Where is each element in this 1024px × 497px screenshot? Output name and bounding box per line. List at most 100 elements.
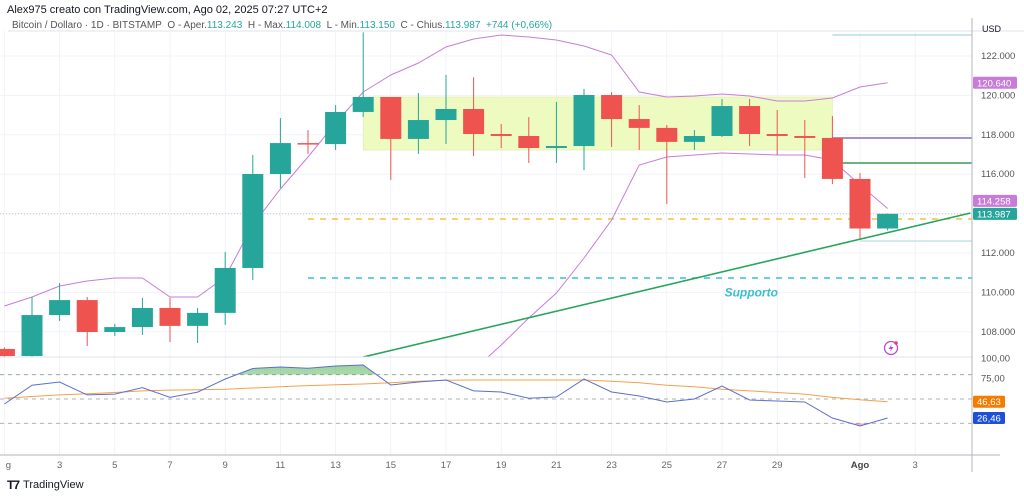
candle-body: [214, 267, 236, 313]
tradingview-logo[interactable]: T7 TradingView: [7, 478, 84, 492]
high-label: H - Max.: [247, 20, 286, 31]
candle-body: [463, 108, 485, 135]
price-tick-label: 110.000: [981, 287, 1015, 298]
rsi-value-label: 26,46: [977, 414, 1001, 425]
price-label-tag: [973, 194, 1017, 207]
candle-body: [656, 127, 678, 142]
candle-body: [104, 327, 126, 332]
time-tick-label: 3: [57, 460, 62, 471]
candle[interactable]: [352, 32, 374, 118]
candle[interactable]: [794, 120, 816, 178]
price-label: 120.640: [977, 78, 1011, 89]
candle[interactable]: [214, 252, 236, 325]
candle[interactable]: [76, 296, 98, 346]
candle[interactable]: [159, 297, 181, 343]
candle[interactable]: [463, 77, 485, 157]
support-annotation[interactable]: Supporto: [725, 285, 778, 299]
candle-body: [0, 348, 15, 357]
candle[interactable]: [739, 98, 761, 147]
candle[interactable]: [573, 88, 595, 171]
candle-body: [849, 178, 871, 229]
candle-body: [325, 111, 347, 145]
candle[interactable]: [380, 96, 402, 180]
support-trendline[interactable]: [363, 212, 971, 357]
candle[interactable]: [325, 105, 347, 150]
time-tick-label: 7: [167, 460, 172, 471]
rsi-value-label: 46,63: [977, 397, 1001, 408]
candle-body: [380, 96, 402, 139]
price-label: 113.987: [977, 209, 1011, 220]
candle[interactable]: [21, 296, 43, 357]
candle[interactable]: [518, 117, 540, 163]
time-tick-label: Ago: [851, 460, 870, 471]
time-tick-label: 21: [551, 460, 562, 471]
candle-body: [518, 135, 540, 148]
candle-body: [877, 213, 899, 229]
time-tick-label: 17: [441, 460, 452, 471]
time-tick-label: g: [6, 460, 11, 471]
symbol-name[interactable]: Bitcoin / Dollaro · 1D · BITSTAMP: [12, 20, 162, 31]
candle-body: [628, 119, 650, 128]
candle-body: [352, 96, 374, 112]
candle[interactable]: [49, 282, 71, 321]
price-label-tag: [973, 76, 1017, 89]
time-tick-label: 9: [223, 460, 228, 471]
candle[interactable]: [0, 347, 15, 358]
candle-body: [49, 300, 71, 316]
candle[interactable]: [297, 130, 319, 154]
author-line: Alex975 creato con TradingView.com, Ago …: [7, 4, 328, 16]
candle-body: [490, 134, 512, 136]
candle[interactable]: [435, 74, 457, 145]
candle-body: [711, 106, 733, 136]
candle[interactable]: [187, 307, 209, 344]
candle[interactable]: [683, 130, 705, 150]
candle[interactable]: [766, 109, 788, 155]
high-value: 114.008: [285, 20, 322, 31]
time-tick-label: 11: [275, 460, 285, 471]
rsi-tick-label: 75,00: [981, 374, 1005, 385]
price-tick-label: 116.000: [981, 169, 1015, 180]
price-label: 114.258: [977, 196, 1011, 207]
rsi-value-tag: [973, 412, 1005, 425]
main-pane[interactable]: Supporto: [0, 32, 972, 370]
candle[interactable]: [601, 92, 623, 148]
tradingview-logo-icon: T7: [7, 478, 20, 492]
candle-body: [159, 307, 181, 326]
rsi-pane[interactable]: [0, 364, 972, 427]
candle[interactable]: [269, 118, 291, 188]
time-tick-label: 3: [913, 460, 918, 471]
candle-body: [407, 120, 429, 139]
candle[interactable]: [545, 101, 567, 163]
currency-label: USD: [982, 24, 1002, 34]
candle-body: [269, 143, 291, 175]
candle-body: [739, 106, 761, 135]
candle[interactable]: [242, 154, 264, 280]
axes[interactable]: 122.000 120.000 118.000 116.000 112.000 110.0…: [6, 51, 1017, 471]
candle[interactable]: [821, 116, 843, 185]
change-value: +744 (+0,66%): [485, 20, 553, 31]
candle[interactable]: [407, 93, 429, 154]
candle-body: [297, 143, 319, 145]
rsi-line: [4, 364, 888, 427]
candle[interactable]: [131, 297, 153, 335]
low-label: L - Min.: [326, 20, 360, 31]
candle[interactable]: [656, 124, 678, 204]
time-tick-label: 29: [772, 460, 783, 471]
candle[interactable]: [490, 123, 512, 148]
bollinger-upper-band: [4, 34, 888, 307]
price-tick-label: 118.000: [981, 130, 1015, 141]
candle[interactable]: [628, 105, 650, 150]
candle[interactable]: [849, 173, 871, 240]
candle-body: [573, 95, 595, 147]
candle-body: [545, 146, 567, 148]
rsi-value-tag: [973, 395, 1005, 408]
candle-body: [766, 134, 788, 136]
bollinger-lower-band: [487, 152, 888, 357]
candle[interactable]: [711, 98, 733, 137]
lightning-alert-icon[interactable]: [883, 340, 899, 356]
candle[interactable]: [104, 323, 126, 336]
candle[interactable]: [877, 213, 899, 231]
low-value: 113.150: [359, 20, 395, 31]
price-tick-label: 108.000: [981, 327, 1015, 338]
